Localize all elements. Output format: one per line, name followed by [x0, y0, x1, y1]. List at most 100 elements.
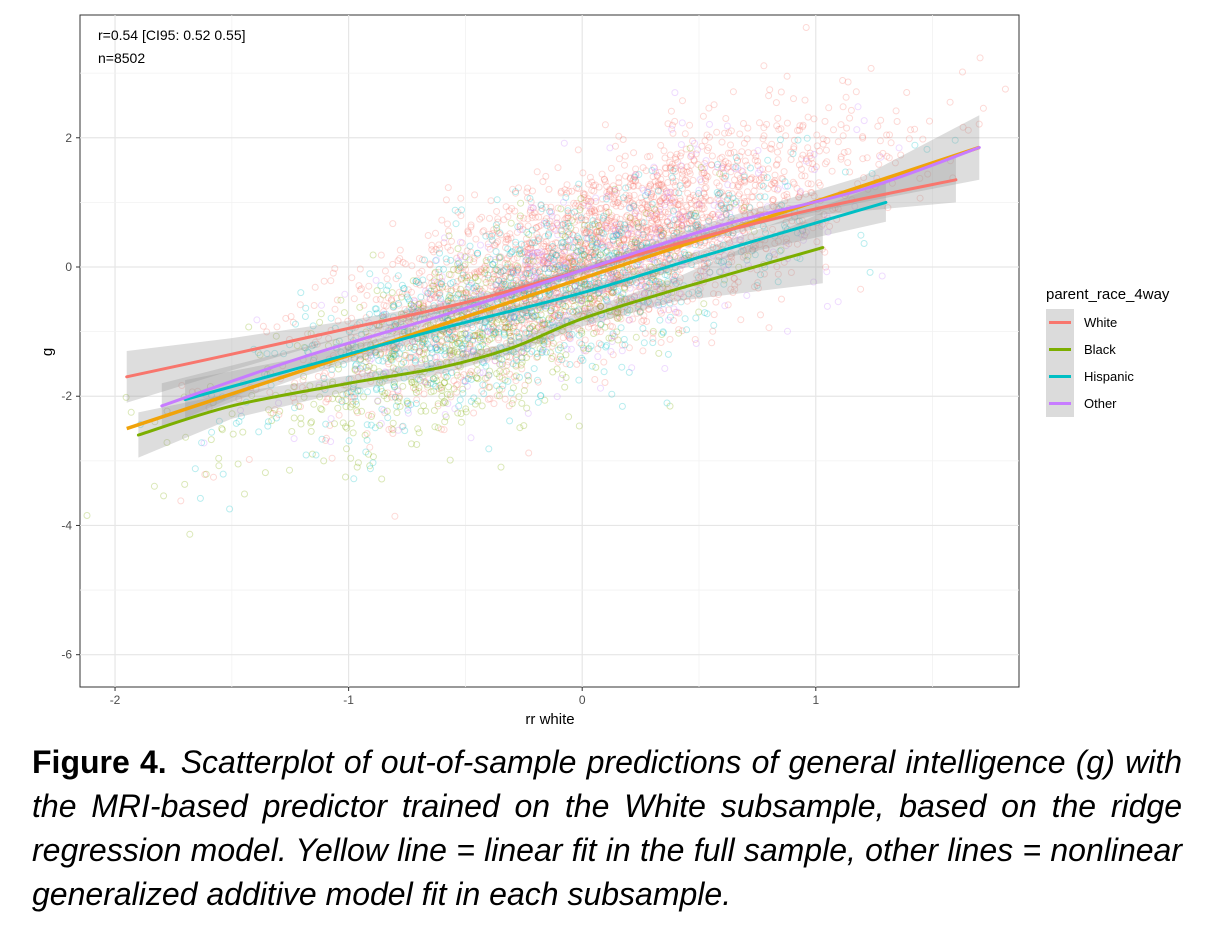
scatter-point: [532, 296, 539, 304]
scatter-point: [678, 226, 686, 234]
scatter-point: [322, 398, 330, 406]
scatter-point: [584, 197, 592, 205]
scatter-point: [568, 257, 576, 265]
scatterplot-chart: -2 -1 0 1-6-4-202 r=0.54 [CI95: 0.52 0.55] …: [39, 14, 1170, 728]
scatter-point: [653, 215, 661, 223]
scatter-point: [500, 216, 508, 224]
scatter-point: [581, 282, 589, 290]
scatter-point: [771, 251, 778, 259]
scatter-point: [651, 178, 659, 186]
scatter-point: [609, 289, 617, 297]
scatter-point: [596, 205, 603, 213]
scatter-point: [484, 395, 492, 403]
scatter-point: [549, 240, 556, 248]
scatter-point: [613, 274, 621, 282]
scatter-point: [410, 384, 417, 392]
scatter-point: [548, 314, 556, 322]
scatter-point: [627, 230, 635, 238]
scatter-point: [320, 277, 328, 285]
scatter-point: [590, 206, 598, 214]
scatter-point: [690, 156, 698, 164]
scatter-point: [580, 245, 588, 253]
scatter-point: [734, 164, 742, 172]
scatter-point: [685, 210, 693, 218]
scatter-point: [802, 24, 810, 31]
scatter-point: [816, 147, 823, 155]
scatter-point: [430, 282, 438, 290]
scatter-point: [643, 282, 650, 290]
scatter-point: [542, 203, 550, 211]
x-tick-label: 1: [812, 693, 819, 707]
scatter-point: [619, 136, 627, 143]
scatter-point: [676, 274, 684, 282]
scatter-point: [647, 180, 654, 188]
scatter-point: [672, 167, 679, 175]
scatter-point: [531, 268, 539, 276]
scatter-point: [859, 155, 867, 163]
scatter-point: [486, 329, 494, 337]
scatter-point: [554, 164, 562, 172]
scatter-point: [512, 189, 520, 197]
scatter-point: [564, 228, 572, 236]
scatter-point: [562, 241, 570, 249]
scatter-point: [566, 253, 574, 261]
scatter-point: [580, 191, 588, 199]
scatter-point: [454, 208, 462, 216]
scatter-point: [731, 275, 738, 282]
scatter-point: [568, 187, 576, 195]
scatter-point: [287, 313, 295, 320]
scatter-point: [566, 334, 574, 342]
scatter-point: [649, 173, 657, 181]
scatter-point: [718, 164, 726, 172]
scatter-point: [580, 226, 588, 234]
scatter-point: [453, 388, 461, 396]
scatter-point: [627, 221, 635, 229]
scatter-point: [648, 278, 656, 286]
scatter-point: [793, 240, 801, 248]
scatter-point: [491, 241, 498, 249]
scatter-point: [720, 205, 728, 213]
scatter-point: [750, 187, 758, 195]
scatter-point: [585, 244, 593, 252]
scatter-point: [646, 233, 654, 241]
scatter-point: [514, 264, 522, 271]
scatter-point: [418, 267, 426, 275]
scatter-point: [520, 278, 528, 286]
scatter-point: [428, 241, 436, 249]
scatter-point: [273, 323, 281, 331]
scatter-point: [798, 217, 806, 225]
scatter-point: [761, 225, 769, 233]
scatter-point: [781, 197, 789, 205]
scatter-point: [721, 204, 729, 212]
scatter-point: [486, 395, 494, 403]
scatter-point: [590, 231, 598, 239]
scatter-point: [564, 263, 572, 271]
scatter-point: [574, 242, 582, 249]
scatter-point: [975, 120, 983, 128]
scatter-point: [452, 368, 460, 376]
scatter-point: [535, 213, 543, 221]
scatter-point: [658, 213, 666, 221]
scatter-point: [828, 167, 836, 175]
scatter-point: [555, 301, 562, 309]
scatter-point: [580, 194, 588, 201]
scatter-point: [431, 340, 439, 348]
scatter-point: [700, 197, 708, 205]
scatter-point: [671, 117, 679, 125]
scatter-point: [606, 274, 614, 282]
scatter-point: [466, 341, 474, 349]
scatter-point: [338, 397, 346, 405]
scatter-point: [582, 248, 590, 256]
scatter-point: [679, 167, 687, 175]
scatter-point: [472, 282, 480, 290]
scatter-point: [740, 194, 748, 202]
scatter-point: [525, 372, 533, 380]
scatter-point: [821, 117, 829, 125]
scatter-point: [531, 320, 538, 328]
scatter-point: [618, 227, 626, 235]
scatter-point: [578, 258, 586, 266]
scatter-point: [480, 227, 488, 235]
scatter-point: [867, 64, 875, 72]
scatter-point: [610, 274, 618, 282]
scatter-point: [677, 225, 685, 232]
